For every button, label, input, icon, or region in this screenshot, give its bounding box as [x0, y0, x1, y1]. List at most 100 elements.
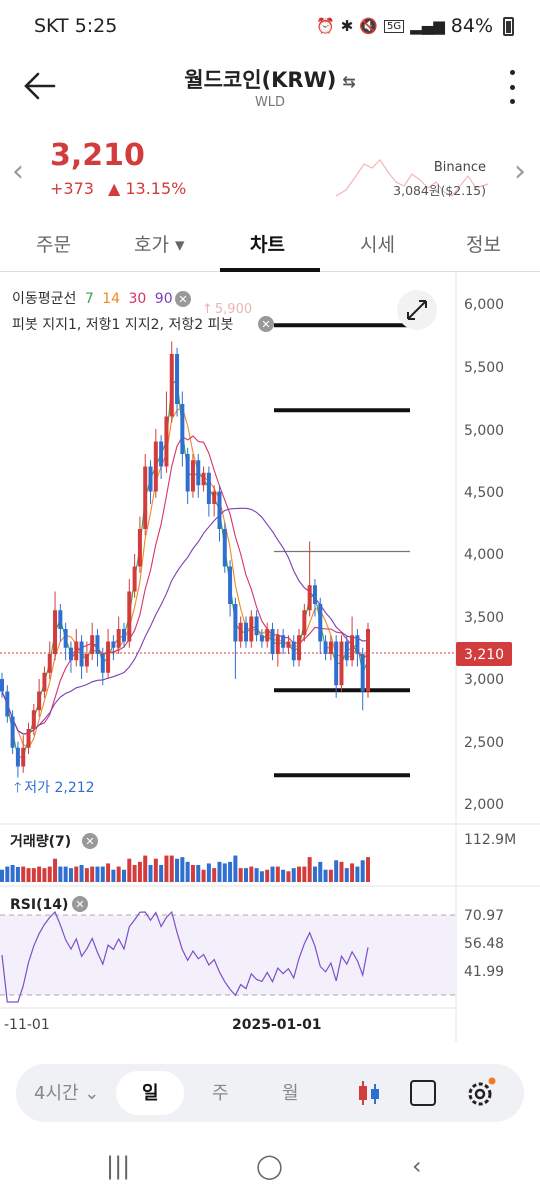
candle-body: [254, 616, 259, 636]
candle-body: [360, 654, 365, 692]
candle-body: [350, 635, 355, 661]
candle-body: [190, 460, 195, 492]
back-button[interactable]: [22, 68, 62, 104]
candle-body: [175, 354, 180, 404]
close-rsi-button[interactable]: [72, 896, 88, 912]
volume-bar: [228, 861, 233, 882]
chevron-left-icon[interactable]: ‹: [12, 154, 24, 189]
volume-bar: [10, 865, 15, 882]
volume-bar: [190, 865, 195, 882]
chevron-right-icon[interactable]: ›: [514, 154, 526, 189]
volume-bar: [217, 861, 222, 882]
battery-icon: [503, 16, 514, 36]
period-week[interactable]: 주: [212, 1083, 229, 1104]
tab-quotes[interactable]: 시세: [360, 234, 395, 256]
volume-bar: [5, 866, 10, 882]
price-chart[interactable]: 6,000 5,500 5,000 4,500 4,000 3,500 3,00…: [0, 272, 540, 1042]
candle-body: [0, 679, 4, 692]
candle-body: [31, 710, 36, 729]
high-marker: ↑ 5,900: [202, 302, 252, 317]
candle-body: [74, 641, 79, 661]
carrier-time: SKT 5:25: [34, 15, 118, 37]
period-month[interactable]: 월: [282, 1083, 299, 1104]
candle-body: [10, 716, 15, 748]
candle-body: [217, 491, 222, 529]
volume-bar: [302, 866, 307, 882]
volume-bar: [122, 869, 126, 882]
close-ma-button[interactable]: [175, 291, 191, 307]
more-menu-button[interactable]: [506, 70, 518, 104]
mute-icon: 🔇: [359, 17, 379, 35]
candle-body: [63, 629, 68, 648]
settings-gear-icon[interactable]: [464, 1076, 498, 1110]
recents-icon[interactable]: |||: [106, 1152, 131, 1180]
layout-icon[interactable]: [410, 1080, 436, 1106]
rsi-axis: 70.97: [464, 908, 504, 924]
close-icon: ✕: [178, 293, 187, 306]
candle-body: [312, 585, 317, 604]
sparkline: [336, 159, 488, 197]
current-price: 3,210: [50, 138, 145, 173]
moving-average-line: [1, 507, 369, 735]
swap-icon[interactable]: ⇆: [342, 72, 356, 91]
candle-body: [212, 491, 217, 504]
tab-info[interactable]: 정보: [466, 234, 501, 256]
candle-body: [291, 641, 296, 661]
volume-bar: [153, 858, 158, 882]
candle-body: [132, 566, 137, 592]
tab-order[interactable]: 주문: [36, 234, 71, 256]
header: 월드코인(KRW) ⇆ WLD: [0, 52, 540, 132]
close-pivot-button[interactable]: [258, 316, 274, 332]
volume-bar: [180, 857, 185, 882]
active-period-bg: [116, 1071, 184, 1115]
candle-body: [355, 635, 360, 654]
date-label: 2025-01-01: [232, 1017, 322, 1033]
volume-bar: [137, 861, 142, 882]
volume-bar: [360, 860, 365, 882]
tab-chart[interactable]: 차트: [250, 234, 285, 256]
volume-bar: [185, 861, 190, 882]
candle-body: [143, 466, 148, 529]
coin-name: 월드코인(KRW): [184, 68, 337, 92]
volume-bar: [42, 868, 47, 882]
volume-bar: [159, 865, 164, 882]
axis-label: 5,500: [464, 360, 504, 376]
expand-icon: [407, 300, 427, 320]
volume-bar: [328, 869, 333, 882]
volume-bar: [323, 869, 328, 882]
candle-body: [238, 622, 243, 642]
candle-body: [344, 641, 349, 661]
moving-average-line: [1, 377, 369, 758]
volume-bar: [84, 868, 89, 882]
low-marker: 🡑 저가 2,212: [14, 780, 95, 796]
volume-bar: [95, 866, 100, 882]
axis-label: 3,000: [464, 672, 504, 688]
volume-bar: [249, 866, 254, 882]
volume-bar: [275, 866, 280, 882]
close-volume-button[interactable]: [82, 833, 98, 849]
volume-bar: [68, 868, 73, 882]
volume-bar: [344, 868, 349, 882]
rsi-line: [1, 910, 369, 1003]
home-icon[interactable]: ◯: [256, 1152, 283, 1180]
rsi-label: RSI(14): [10, 897, 68, 913]
rsi-band: [0, 915, 456, 995]
price-tag-text: 3,210: [464, 647, 504, 663]
candle-body: [68, 647, 73, 661]
candle-type-icon[interactable]: [354, 1078, 384, 1108]
volume-bar: [201, 869, 206, 882]
candle-body: [307, 585, 312, 611]
tab-bar: 주문 호가 ▾ 차트 시세 정보: [0, 212, 540, 272]
tab-orderbook[interactable]: 호가 ▾: [134, 234, 185, 256]
volume-bar: [148, 865, 153, 882]
interval-select[interactable]: 4시간 ⌄: [34, 1083, 100, 1104]
price-change: +373 ▲ 13.15%: [50, 179, 186, 198]
candle-body: [185, 454, 190, 492]
volume-max: 112.9M: [464, 832, 516, 848]
period-day[interactable]: 일: [142, 1083, 159, 1104]
candle-body: [339, 641, 344, 686]
candle-body: [206, 472, 211, 504]
back-nav-icon[interactable]: ‹: [412, 1152, 422, 1180]
volume-bar: [265, 869, 270, 882]
candle-body: [127, 591, 132, 642]
